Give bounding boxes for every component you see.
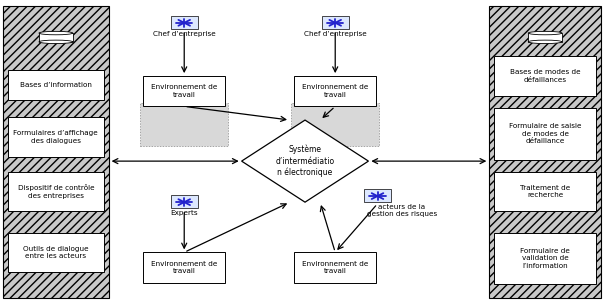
Bar [494,172,597,211]
Bar [140,103,228,146]
Text: Environnement de
travail: Environnement de travail [302,261,368,274]
Text: Bases de modes de
défaillances: Bases de modes de défaillances [510,69,580,83]
Text: Bases d’information: Bases d’information [20,82,92,88]
Bar [171,16,198,29]
Bar [8,233,104,272]
Text: Traitement de
recherche: Traitement de recherche [520,185,570,198]
Bar [489,6,601,298]
Text: Dispositif de contrôle
des entreprises: Dispositif de contrôle des entreprises [18,184,94,199]
Bar [8,70,104,100]
Bar [494,56,597,96]
Text: Experts: Experts [170,210,198,216]
Bar [144,252,225,283]
Bar [8,172,104,211]
Bar [494,233,597,284]
Bar [494,108,597,160]
Bar [322,16,349,29]
Bar [528,33,562,42]
Text: Outils de dialogue
entre les acteurs: Outils de dialogue entre les acteurs [23,246,89,259]
Bar [171,195,198,209]
Text: Formulaires d’affichage
des dialogues: Formulaires d’affichage des dialogues [13,130,98,143]
Bar [291,103,379,146]
Text: Environnement de
travail: Environnement de travail [302,85,368,98]
Ellipse shape [528,40,562,43]
Bar [144,76,225,106]
Text: Environnement de
travail: Environnement de travail [151,261,217,274]
Text: Chef d’entreprise: Chef d’entreprise [304,31,367,37]
Text: Formulaire de saisie
de modes de
défaillance: Formulaire de saisie de modes de défaill… [509,123,582,144]
Bar [8,117,104,157]
Ellipse shape [39,31,72,35]
Ellipse shape [39,40,72,43]
Text: Chef d’entreprise: Chef d’entreprise [153,31,216,37]
Bar [364,189,391,202]
Bar [39,33,72,42]
Bar [295,252,376,283]
Bar [3,6,109,298]
Bar [295,76,376,106]
Text: Environnement de
travail: Environnement de travail [151,85,217,98]
Text: Formulaire de
validation de
l’information: Formulaire de validation de l’informatio… [520,248,570,269]
Ellipse shape [528,31,562,35]
Polygon shape [242,120,368,202]
Text: Système
d’intermédiatio
n électronique: Système d’intermédiatio n électronique [275,145,335,177]
Text: acteurs de la
gestion des risques: acteurs de la gestion des risques [367,204,437,217]
